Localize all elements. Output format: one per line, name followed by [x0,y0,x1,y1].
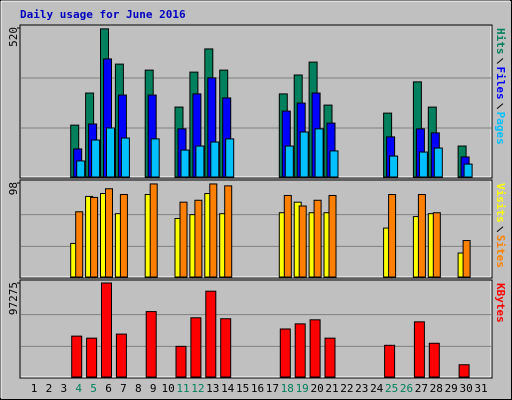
x-tick-label: 8 [135,382,142,395]
bar [75,211,84,278]
bar [418,151,428,178]
bar [328,194,337,278]
x-tick-label: 7 [120,382,127,395]
x-tick-label: 27 [415,382,428,395]
bar [194,199,203,278]
bar [329,150,339,178]
x-tick-label: 5 [90,382,97,395]
x-tick-label: 17 [266,382,279,395]
legend-separator [496,58,504,64]
x-tick-label: 21 [325,382,338,395]
bar [205,290,217,378]
bar [180,149,190,178]
bar [432,212,441,278]
chart-title: Daily usage for June 2016 [20,8,186,21]
y-tick-label: 97275 [7,282,20,315]
bar [428,342,440,378]
bar [388,194,397,278]
legend-entry: Visits [494,183,507,223]
bar [119,194,128,278]
x-tick-label: 22 [340,382,353,395]
legend-entry: Hits [494,28,507,55]
bar [314,128,324,178]
bar [283,194,292,278]
x-tick-label: 20 [310,382,323,395]
bar [210,141,220,178]
bar [298,205,307,278]
bar [71,335,83,378]
bar [389,155,399,178]
bar [224,185,233,278]
bar [279,328,291,378]
legend-entry: KBytes [494,283,507,323]
bar [209,183,218,278]
bar [458,364,470,378]
bar [105,188,113,278]
x-tick-label: 11 [176,382,189,395]
legend-separator [496,103,504,110]
x-tick-label: 1 [31,382,38,395]
legend-entry: Pages [494,112,507,145]
bar [195,145,205,178]
x-tick-label: 9 [150,382,157,395]
x-tick-label: 15 [236,382,249,395]
bar [433,147,443,178]
bar [417,194,426,278]
y-tick-label: 520 [7,27,20,47]
y-tick-label: 98 [7,182,20,195]
bar [220,318,232,378]
bar [190,317,202,378]
bar [86,337,98,378]
legend-separator [496,226,504,233]
bar [90,196,99,278]
bar [413,321,425,378]
x-tick-label: 24 [370,382,384,395]
x-tick-label: 4 [75,382,82,395]
bar [179,201,188,278]
x-tick-label: 12 [191,382,204,395]
x-tick-label: 26 [400,382,413,395]
bar [120,137,130,178]
x-tick-label: 10 [161,382,174,395]
bar [299,131,309,178]
legend-entry: Files [494,67,507,100]
bar [115,333,127,378]
x-tick-label: 3 [60,382,67,395]
bar [284,145,294,178]
x-tick-label: 14 [221,382,235,395]
legend-entry: Sites [494,235,507,268]
x-tick-label: 13 [206,382,219,395]
bar [149,183,158,278]
x-tick-label: 28 [430,382,443,395]
x-tick-label: 2 [46,382,53,395]
bar [309,319,321,378]
x-tick-label: 29 [445,382,458,395]
bar [225,138,235,178]
bar [150,138,160,178]
x-tick-label: 25 [385,382,398,395]
bar [106,127,115,178]
bar [463,163,473,178]
bar [145,311,157,378]
x-tick-label: 23 [355,382,368,395]
bar [76,160,86,178]
x-tick-label: 18 [281,382,294,395]
bar [324,337,336,378]
bar [384,344,396,378]
bar [294,323,306,378]
x-tick-label: 16 [251,382,264,395]
bar [101,282,112,378]
x-tick-label: 6 [105,382,112,395]
bar [175,345,187,378]
bar [462,240,471,278]
bar [313,199,322,278]
x-tick-label: 19 [296,382,309,395]
plot-area [19,279,493,379]
bar [91,139,101,178]
x-tick-label: 31 [474,382,487,395]
x-tick-label: 30 [459,382,472,395]
